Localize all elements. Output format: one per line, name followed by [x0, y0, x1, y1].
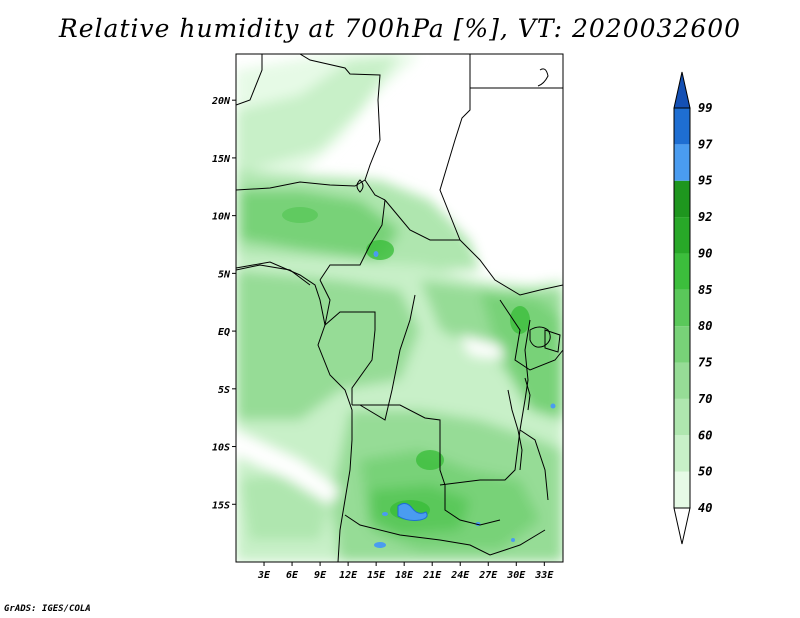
colorbar-level-label: 60: [698, 428, 712, 442]
lon-tick-label: 3E: [257, 570, 271, 581]
colorbar-level-label: 99: [698, 101, 712, 115]
map-frame: [235, 53, 564, 563]
map-title: Relative humidity at 700hPa [%], VT: 202…: [58, 14, 742, 43]
humidity-field: [236, 54, 563, 562]
lat-tick-label: 5N: [218, 269, 231, 280]
colorbar-level-label: 95: [698, 174, 712, 188]
colorbar-upper-arrow: [673, 71, 691, 109]
colorbar-lower-arrow: [673, 507, 691, 545]
lat-tick-label: 15N: [212, 154, 231, 165]
colorbar-level-label: 75: [698, 356, 712, 370]
colorbar-bin: [674, 362, 690, 399]
lat-tick-label: EQ: [218, 327, 230, 338]
credit-label: GrADS: IGES/COLA: [4, 604, 91, 614]
lon-tick-label: 33E: [534, 570, 554, 581]
latitude-axis: 20N 15N 10N 5N EQ 5S 10S 15S: [211, 96, 236, 511]
colorbar-bin: [674, 180, 690, 218]
colorbar: 40 50 60 70 75 80 85 90 92 95 97 99: [673, 71, 713, 545]
colorbar-level-label: 50: [698, 465, 712, 479]
colorbar-level-label: 90: [698, 246, 712, 260]
lon-tick-label: 24E: [450, 570, 470, 581]
colorbar-bin: [674, 144, 690, 181]
colorbar-bin: [674, 253, 690, 290]
lon-tick-label: 6E: [286, 570, 299, 581]
colorbar-bin: [674, 398, 690, 436]
lon-tick-label: 9E: [314, 570, 327, 581]
lon-tick-label: 27E: [478, 570, 498, 581]
colorbar-bin: [674, 471, 690, 508]
colorbar-level-label: 85: [698, 283, 712, 297]
colorbar-bin: [674, 217, 690, 254]
colorbar-bin: [674, 326, 690, 363]
lon-tick-label: 15E: [367, 570, 386, 581]
colorbar-level-label: 80: [698, 319, 712, 333]
colorbar-bin: [674, 289, 690, 327]
colorbar-level-label: 40: [698, 501, 712, 515]
colorbar-bin: [674, 435, 690, 472]
lat-tick-label: 15S: [212, 500, 230, 511]
colorbar-level-label: 92: [698, 210, 712, 224]
lon-tick-label: 18E: [395, 570, 414, 581]
lat-tick-label: 5S: [218, 385, 230, 396]
colorbar-bin: [674, 108, 690, 145]
colorbar-outline: [673, 107, 691, 509]
country-borders: [236, 54, 563, 556]
lon-tick-label: 30E: [506, 570, 526, 581]
longitude-axis: 3E 6E 9E 12E 15E 18E 21E 24E 27E 30E 33E: [257, 562, 554, 581]
lon-tick-label: 21E: [422, 570, 442, 581]
lon-tick-label: 12E: [339, 570, 358, 581]
colorbar-level-label: 97: [698, 137, 713, 151]
lat-tick-label: 10N: [212, 212, 231, 223]
lat-tick-label: 20N: [211, 96, 231, 107]
colorbar-level-label: 70: [698, 392, 712, 406]
lat-tick-label: 10S: [212, 443, 230, 454]
